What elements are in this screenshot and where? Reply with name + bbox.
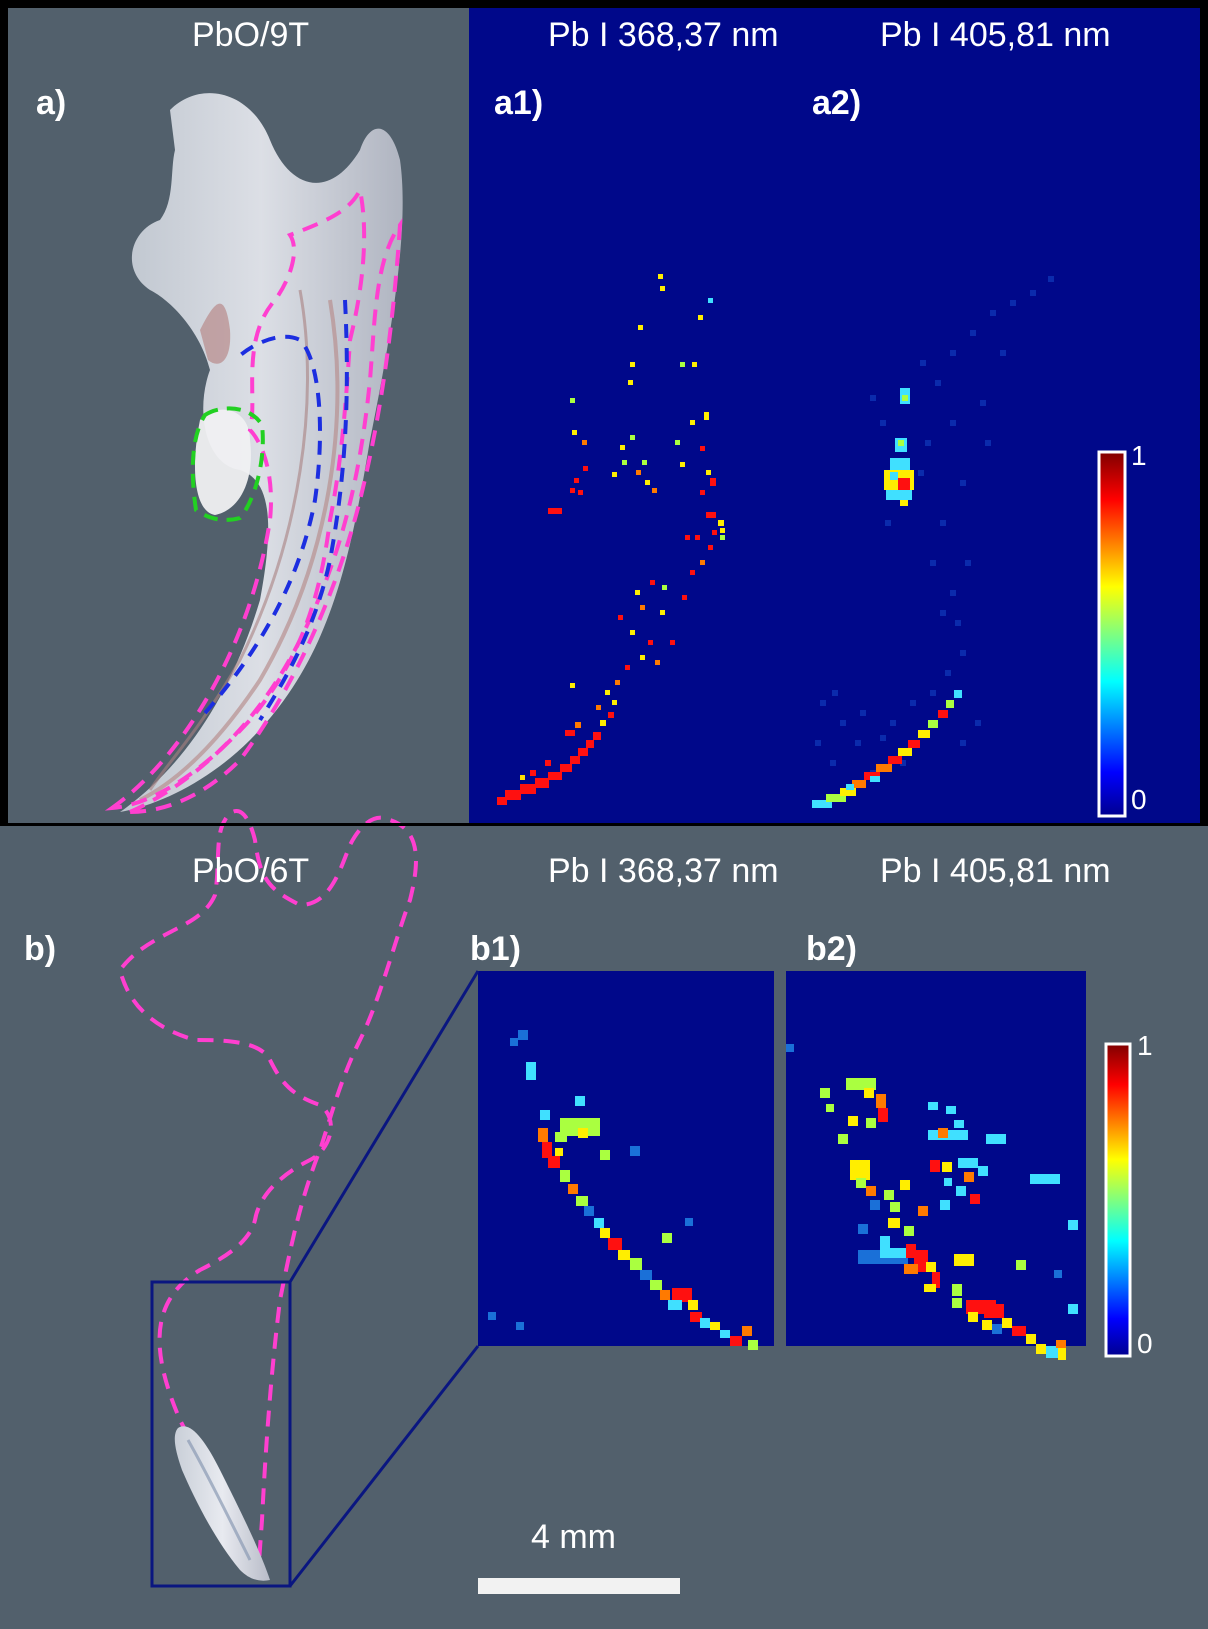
map-title-b2: Pb I 405,81 nm bbox=[880, 852, 1111, 890]
map-a2-points bbox=[812, 276, 1054, 808]
panel-separator bbox=[0, 823, 1208, 826]
label-b1: b1) bbox=[470, 930, 521, 968]
colorbar-b-max: 1 bbox=[1137, 1030, 1153, 1061]
label-a2: a2) bbox=[812, 84, 862, 122]
outline-green-a bbox=[190, 406, 265, 522]
map-panel-a bbox=[469, 8, 1200, 823]
outline-pink-inner-a bbox=[129, 218, 403, 814]
colorbar-a bbox=[1097, 450, 1127, 818]
sample-title-b: PbO/6T bbox=[192, 852, 310, 890]
zoom-box-b bbox=[150, 1280, 292, 1588]
map-b1-points bbox=[488, 1030, 758, 1350]
map-title-b1: Pb I 368,37 nm bbox=[548, 852, 779, 890]
colorbar-a-min: 0 bbox=[1131, 784, 1147, 815]
label-b: b) bbox=[24, 930, 57, 968]
label-a1: a1) bbox=[494, 84, 544, 122]
zoom-line-bottom bbox=[288, 1345, 480, 1587]
zoom-line-top bbox=[288, 970, 480, 1283]
map-a1-points bbox=[497, 274, 725, 805]
outline-pink-outer-a bbox=[104, 183, 367, 811]
map-title-a2: Pb I 405,81 nm bbox=[880, 16, 1111, 54]
sample-title-a: PbO/9T bbox=[192, 16, 310, 54]
outline-pink-b bbox=[117, 809, 418, 1577]
scale-bar bbox=[478, 1578, 680, 1594]
scale-bar-label: 4 mm bbox=[531, 1518, 616, 1556]
label-a: a) bbox=[36, 84, 67, 122]
label-b2: b2) bbox=[806, 930, 857, 968]
map-b2-points bbox=[786, 1044, 1078, 1360]
colorbar-b bbox=[1104, 1042, 1132, 1358]
outline-blue-a bbox=[203, 299, 349, 722]
colorbar-a-max: 1 bbox=[1131, 440, 1147, 471]
colorbar-b-min: 0 bbox=[1137, 1328, 1153, 1359]
map-title-a1: Pb I 368,37 nm bbox=[548, 16, 779, 54]
